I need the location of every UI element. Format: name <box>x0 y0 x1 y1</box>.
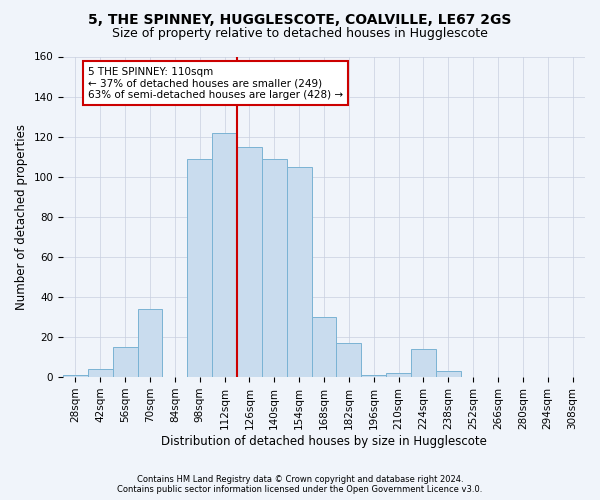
Text: 5, THE SPINNEY, HUGGLESCOTE, COALVILLE, LE67 2GS: 5, THE SPINNEY, HUGGLESCOTE, COALVILLE, … <box>88 12 512 26</box>
Y-axis label: Number of detached properties: Number of detached properties <box>15 124 28 310</box>
Bar <box>337 343 361 377</box>
Bar <box>386 373 411 377</box>
Bar <box>311 317 337 377</box>
Bar <box>88 369 113 377</box>
Bar <box>436 371 461 377</box>
Bar <box>411 349 436 377</box>
Text: 5 THE SPINNEY: 110sqm
← 37% of detached houses are smaller (249)
63% of semi-det: 5 THE SPINNEY: 110sqm ← 37% of detached … <box>88 66 343 100</box>
Text: Contains HM Land Registry data © Crown copyright and database right 2024.: Contains HM Land Registry data © Crown c… <box>137 475 463 484</box>
Text: Size of property relative to detached houses in Hugglescote: Size of property relative to detached ho… <box>112 28 488 40</box>
Bar <box>262 158 287 377</box>
Bar <box>113 347 137 377</box>
Bar <box>187 158 212 377</box>
Bar <box>212 132 237 377</box>
Bar <box>287 166 311 377</box>
X-axis label: Distribution of detached houses by size in Hugglescote: Distribution of detached houses by size … <box>161 434 487 448</box>
Bar <box>237 146 262 377</box>
Text: Contains public sector information licensed under the Open Government Licence v3: Contains public sector information licen… <box>118 484 482 494</box>
Bar <box>63 375 88 377</box>
Bar <box>361 375 386 377</box>
Bar <box>137 309 163 377</box>
